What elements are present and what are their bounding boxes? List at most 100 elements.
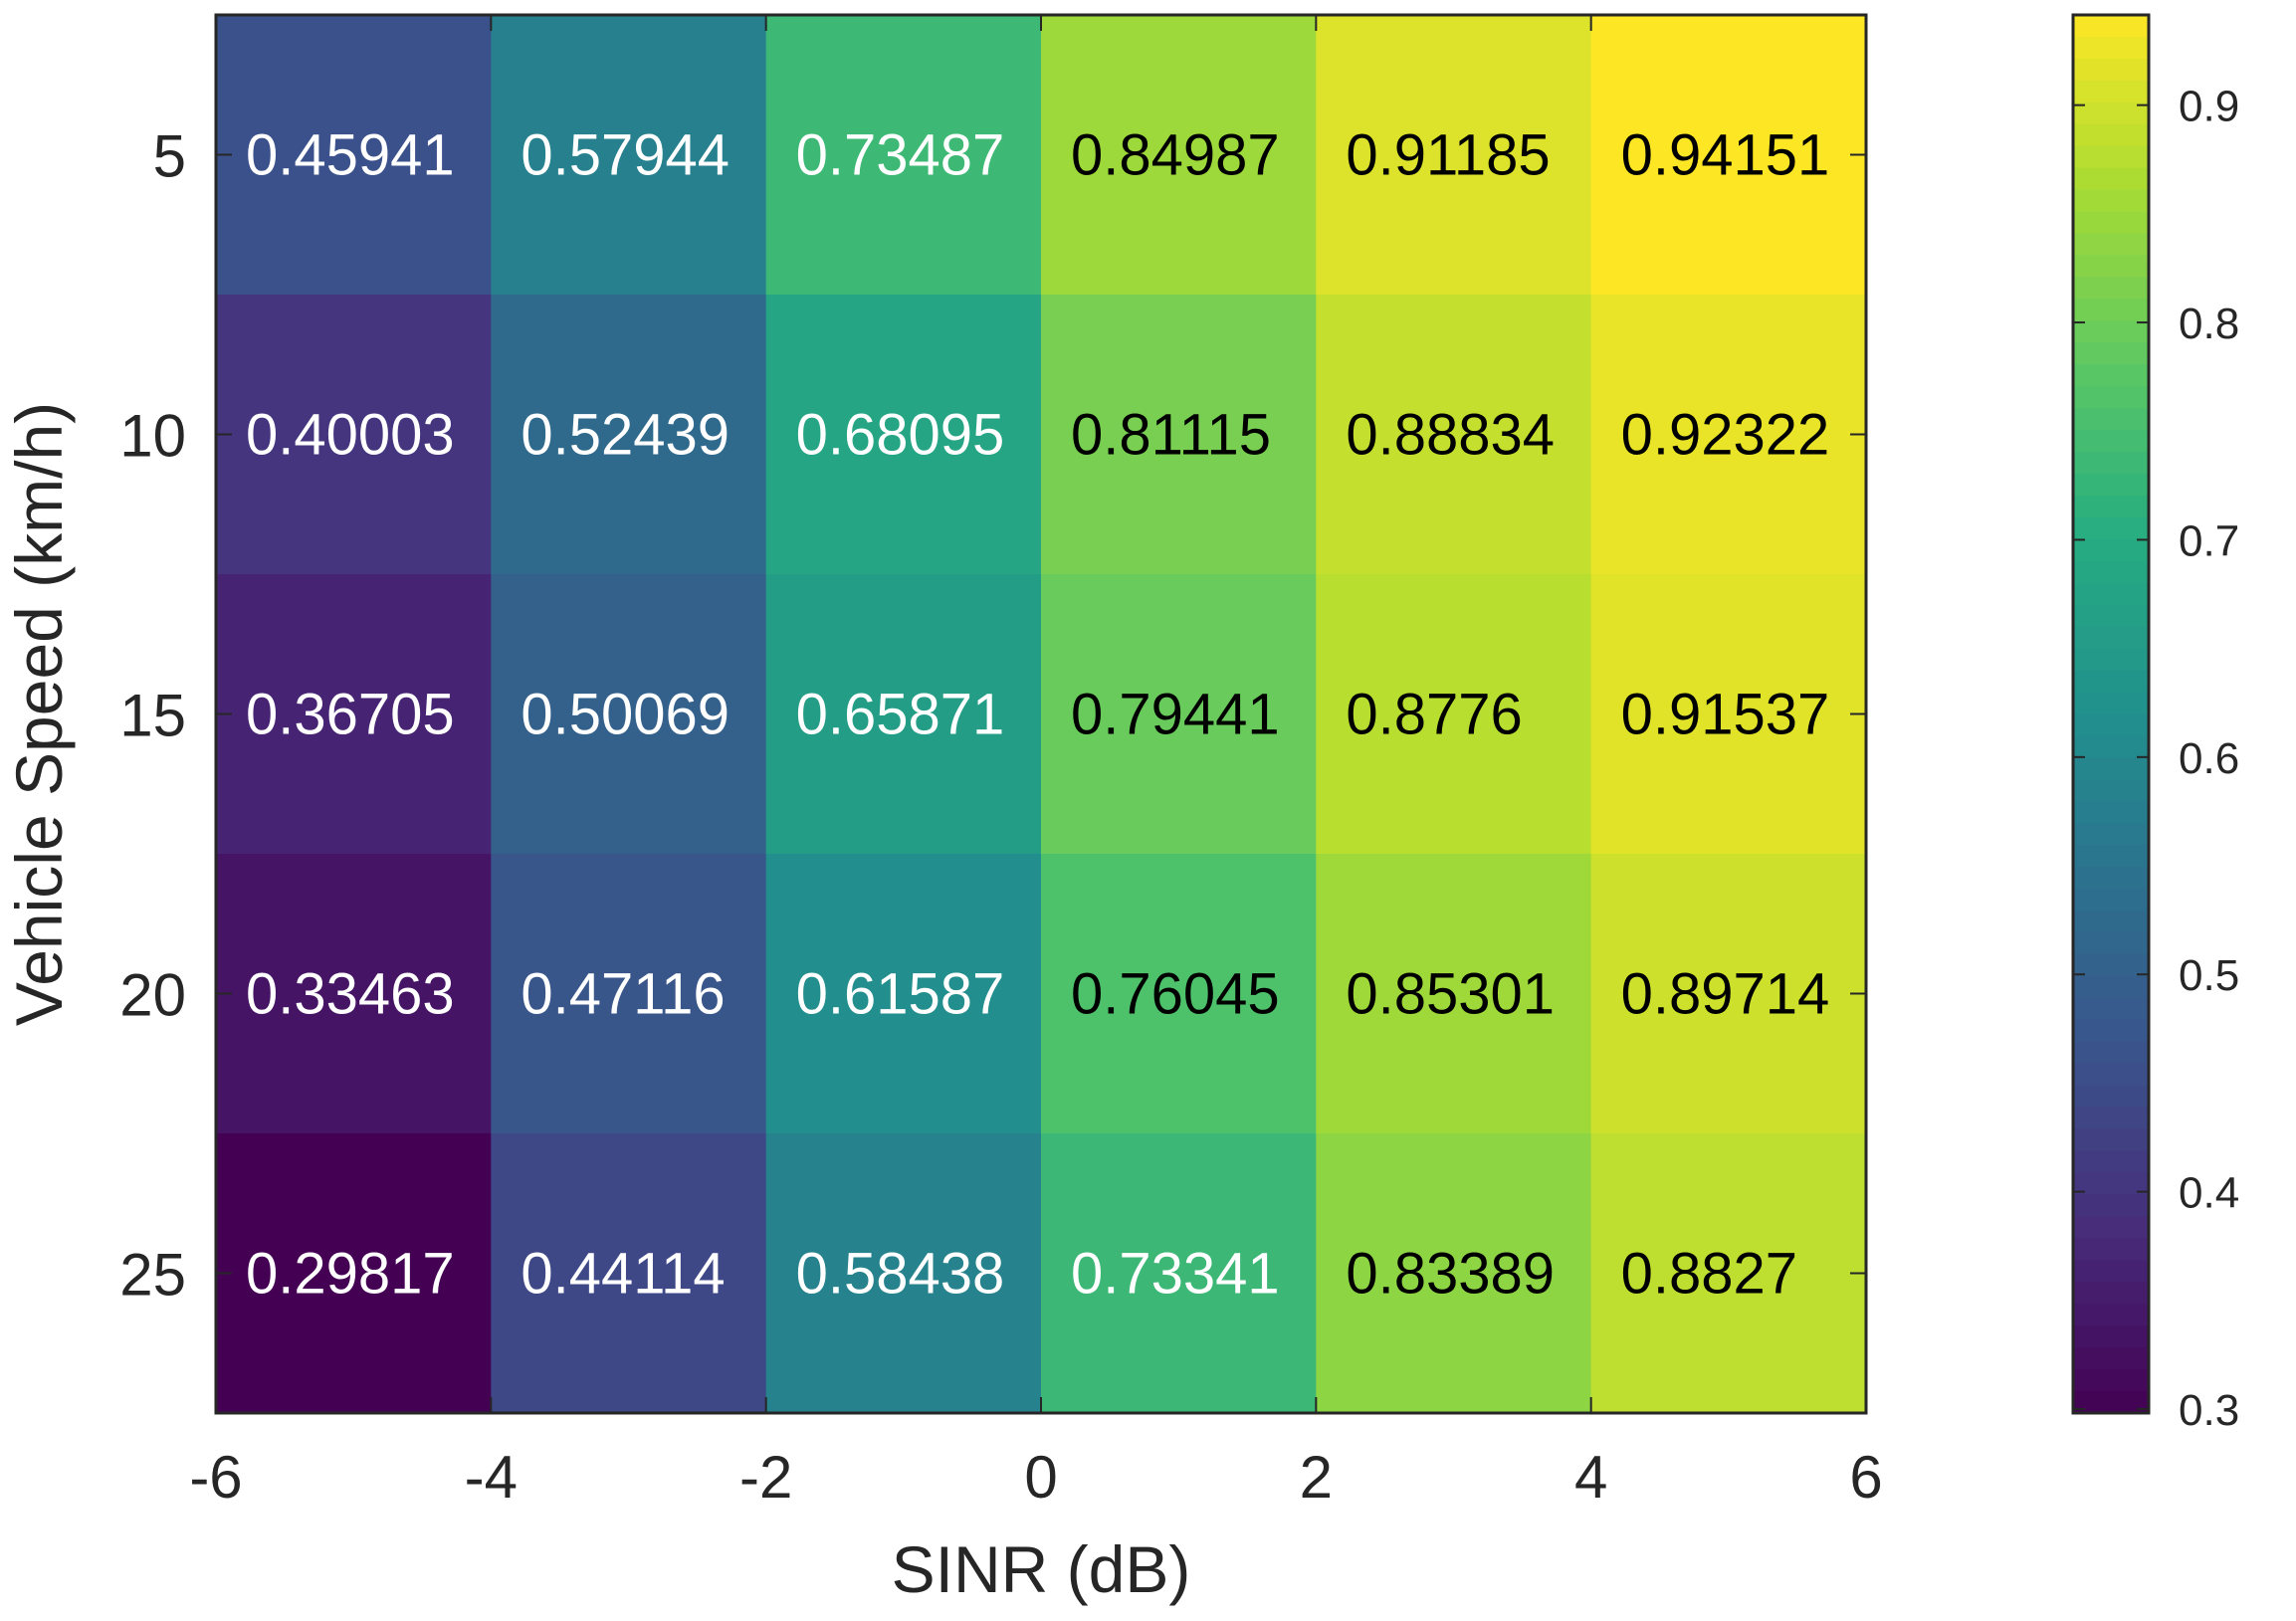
colorbar-swatch bbox=[2073, 779, 2149, 802]
colorbar-swatch bbox=[2073, 1369, 2149, 1392]
colorbar-swatch bbox=[2073, 648, 2149, 672]
colorbar-swatch bbox=[2073, 495, 2149, 518]
colorbar-swatch bbox=[2073, 845, 2149, 868]
heatmap-cell bbox=[1590, 854, 1867, 1134]
cell-value-label: 0.8776 bbox=[1346, 683, 1522, 747]
heatmap-cell bbox=[1041, 1133, 1317, 1414]
heatmap-cell bbox=[1316, 295, 1592, 575]
colorbar-swatch bbox=[2073, 1238, 2149, 1261]
colorbar-swatch bbox=[2073, 1107, 2149, 1130]
colorbar-swatch bbox=[2073, 1391, 2149, 1414]
x-axis-label: SINR (dB) bbox=[892, 1532, 1191, 1606]
heatmap-cell bbox=[1590, 574, 1867, 855]
heatmap-cell bbox=[491, 295, 767, 575]
x-tick-label: -6 bbox=[189, 1444, 242, 1511]
heatmap-cell bbox=[216, 15, 492, 296]
cell-value-label: 0.73487 bbox=[796, 123, 1005, 188]
colorbar-swatch bbox=[2073, 626, 2149, 650]
colorbar-swatch bbox=[2073, 1019, 2149, 1043]
colorbar-swatch bbox=[2073, 1194, 2149, 1218]
colorbar-swatch bbox=[2073, 560, 2149, 584]
cell-value-label: 0.36705 bbox=[246, 683, 455, 747]
colorbar-swatch bbox=[2073, 516, 2149, 540]
colorbar-swatch bbox=[2073, 735, 2149, 759]
colorbar-swatch bbox=[2073, 823, 2149, 846]
y-axis-label: Vehicle Speed (km/h) bbox=[2, 402, 76, 1026]
x-tick-label: -2 bbox=[739, 1444, 792, 1511]
colorbar-swatch bbox=[2073, 801, 2149, 824]
colorbar-swatch bbox=[2073, 604, 2149, 628]
colorbar-swatch bbox=[2073, 1085, 2149, 1109]
colorbar-swatch bbox=[2073, 364, 2149, 387]
colorbar-swatch bbox=[2073, 211, 2149, 235]
colorbar-swatch bbox=[2073, 15, 2149, 38]
heatmap-cell bbox=[1316, 1133, 1592, 1414]
colorbar-tick-label: 0.9 bbox=[2179, 83, 2239, 131]
colorbar-tick-label: 0.4 bbox=[2179, 1169, 2239, 1218]
cell-value-label: 0.45941 bbox=[246, 123, 455, 188]
y-axis-ticks: 5 10 15 20 25 bbox=[119, 123, 1866, 1309]
colorbar-swatch bbox=[2073, 975, 2149, 999]
cell-value-label: 0.89714 bbox=[1621, 962, 1830, 1027]
colorbar-swatch bbox=[2073, 1282, 2149, 1305]
heatmap-cell bbox=[1316, 854, 1592, 1134]
heatmap-cell bbox=[491, 574, 767, 855]
colorbar-swatch bbox=[2073, 1150, 2149, 1174]
colorbar-swatch bbox=[2073, 255, 2149, 279]
colorbar-swatch bbox=[2073, 277, 2149, 300]
heatmap-cell bbox=[1316, 574, 1592, 855]
colorbar-swatch bbox=[2073, 670, 2149, 694]
colorbar-swatch bbox=[2073, 36, 2149, 60]
heatmap-cell bbox=[216, 854, 492, 1134]
x-tick-label: 2 bbox=[1300, 1444, 1333, 1511]
colorbar-swatch bbox=[2073, 58, 2149, 82]
cell-value-label: 0.83389 bbox=[1346, 1242, 1555, 1307]
colorbar-swatch bbox=[2073, 452, 2149, 475]
cell-value-label: 0.92322 bbox=[1621, 403, 1830, 468]
cell-value-label: 0.84987 bbox=[1071, 123, 1280, 188]
heatmap-cell bbox=[1041, 15, 1317, 296]
colorbar-tick-label: 0.8 bbox=[2179, 300, 2239, 348]
cell-value-label: 0.91537 bbox=[1621, 683, 1830, 747]
heatmap-cell bbox=[1041, 574, 1317, 855]
cell-value-label: 0.85301 bbox=[1346, 962, 1555, 1027]
cell-labels: 0.45941 0.57944 0.73487 0.84987 0.91185 0.941… bbox=[246, 123, 1829, 1307]
colorbar-swatch bbox=[2073, 386, 2149, 409]
colorbar-swatch bbox=[2073, 889, 2149, 912]
cell-value-label: 0.61587 bbox=[796, 962, 1005, 1027]
heatmap-cell bbox=[216, 1133, 492, 1414]
cell-value-label: 0.65871 bbox=[796, 683, 1005, 747]
cell-value-label: 0.8827 bbox=[1621, 1242, 1797, 1307]
colorbar-swatch bbox=[2073, 757, 2149, 780]
x-tick-label: 4 bbox=[1574, 1444, 1607, 1511]
cell-value-label: 0.44114 bbox=[521, 1242, 725, 1307]
colorbar-swatch bbox=[2073, 233, 2149, 257]
colorbar-swatch bbox=[2073, 101, 2149, 125]
colorbar-swatch bbox=[2073, 1260, 2149, 1283]
x-tick-label: 6 bbox=[1849, 1444, 1882, 1511]
cell-value-label: 0.88834 bbox=[1346, 403, 1555, 468]
colorbar-swatch bbox=[2073, 1172, 2149, 1196]
colorbar-frame bbox=[2071, 13, 2151, 1415]
colorbar-swatch bbox=[2073, 911, 2149, 933]
colorbar-swatch bbox=[2073, 582, 2149, 606]
y-tick-label: 25 bbox=[119, 1242, 186, 1309]
x-tick-label: 0 bbox=[1024, 1444, 1057, 1511]
colorbar-tick-label: 0.6 bbox=[2179, 734, 2239, 783]
heatmap-cell bbox=[491, 854, 767, 1134]
heatmap-cell bbox=[765, 15, 1042, 296]
heatmap-cell bbox=[491, 15, 767, 296]
colorbar-swatch bbox=[2073, 189, 2149, 213]
cell-value-label: 0.52439 bbox=[521, 403, 730, 468]
colorbar-swatch bbox=[2073, 342, 2149, 365]
heatmap-cell bbox=[1590, 295, 1867, 575]
colorbar-swatch bbox=[2073, 320, 2149, 343]
heatmap-cell bbox=[1041, 854, 1317, 1134]
colorbar-swatch bbox=[2073, 692, 2149, 715]
cell-value-label: 0.29817 bbox=[246, 1242, 455, 1307]
colorbar-tick-label: 0.5 bbox=[2179, 951, 2239, 1000]
heatmap-cell bbox=[765, 574, 1042, 855]
colorbar-swatch bbox=[2073, 167, 2149, 191]
colorbar-swatch bbox=[2073, 408, 2149, 431]
